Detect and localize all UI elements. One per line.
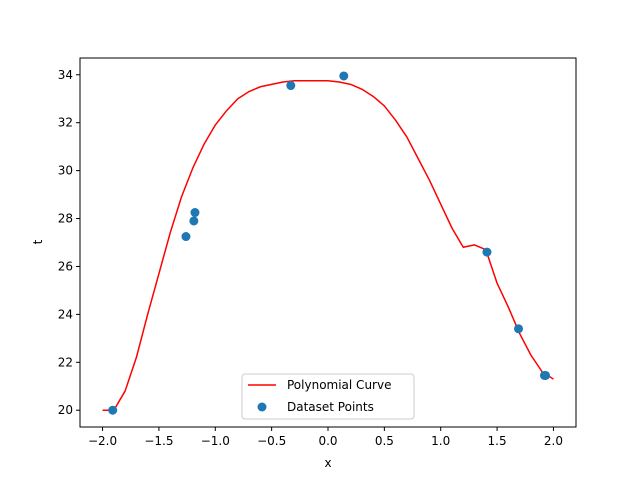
- legend-box: [241, 373, 415, 420]
- x-axis-label: x: [324, 456, 331, 470]
- y-tick-label: 20: [58, 403, 73, 417]
- data-point: [108, 405, 118, 415]
- data-point: [181, 232, 191, 242]
- data-point: [190, 208, 200, 218]
- data-point: [286, 81, 296, 91]
- plot-area: [102, 71, 554, 415]
- x-tick-label: −1.5: [144, 434, 173, 448]
- legend-label-polynomial-curve: Polynomial Curve: [287, 378, 391, 392]
- y-tick-label: 26: [58, 259, 73, 273]
- legend-label-dataset-points: Dataset Points: [287, 400, 374, 414]
- data-point: [514, 324, 524, 334]
- x-tick-label: 0.5: [375, 434, 394, 448]
- y-tick-label: 34: [58, 68, 73, 82]
- x-tick-label: 0.0: [318, 434, 337, 448]
- axes: −2.0 −1.5 −1.0 −0.5 0.0 0.5 1.0 1.5 2.0 20 22 24 26 2…: [58, 57, 577, 448]
- x-tick-label: −2.0: [88, 434, 117, 448]
- legend: Polynomial Curve Dataset Points: [241, 373, 415, 420]
- data-point: [339, 71, 349, 81]
- y-tick-label: 30: [58, 164, 73, 178]
- y-tick-label: 22: [58, 355, 73, 369]
- x-tick-label: 1.5: [488, 434, 507, 448]
- x-tick-label: −1.0: [201, 434, 230, 448]
- x-tick-label: 1.0: [431, 434, 450, 448]
- y-tick-label: 24: [58, 307, 73, 321]
- y-axis-label: t: [31, 239, 45, 244]
- x-tick-label: 2.0: [544, 434, 563, 448]
- x-tick-label: −0.5: [257, 434, 286, 448]
- legend-dot-swatch: [257, 402, 267, 412]
- y-tick-label: 32: [58, 116, 73, 130]
- data-point: [482, 247, 492, 257]
- data-point: [189, 216, 199, 226]
- y-tick-label: 28: [58, 212, 73, 226]
- series-line-polynomial-curve: [102, 80, 554, 411]
- data-point: [541, 370, 551, 380]
